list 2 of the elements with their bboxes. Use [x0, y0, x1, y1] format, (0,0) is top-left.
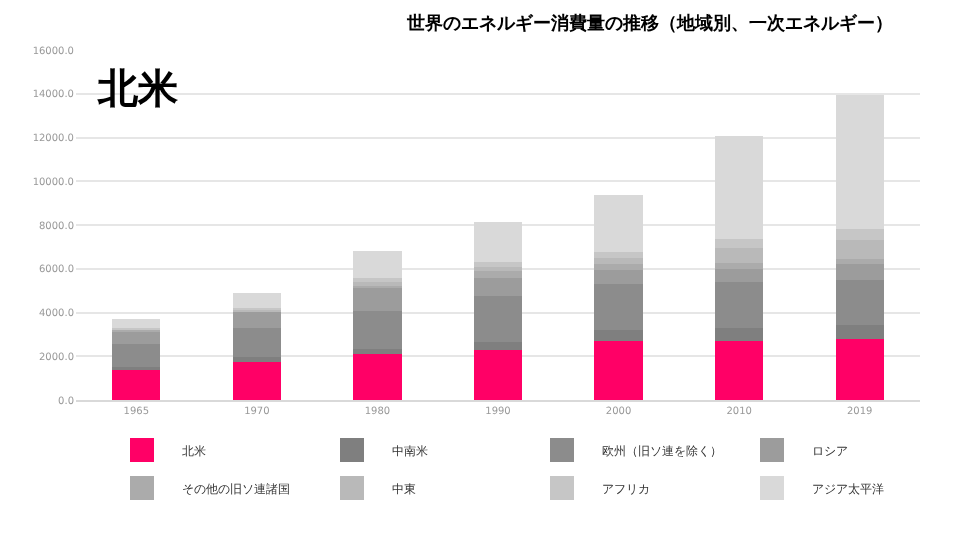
- annotation: 北米: [96, 64, 180, 112]
- chart-title: 世界のエネルギー消費量の推移（地域別、一次エネルギー）: [404, 12, 893, 35]
